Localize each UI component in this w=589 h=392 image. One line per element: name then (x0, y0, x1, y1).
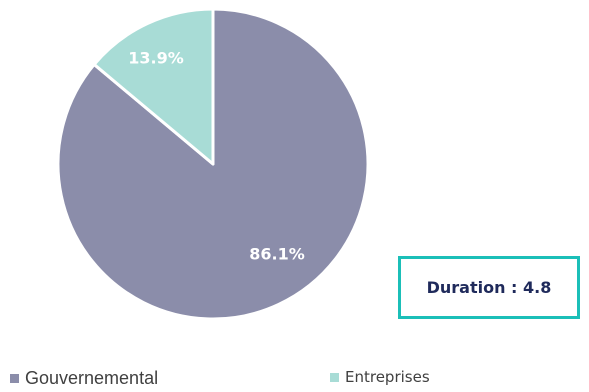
slice-label-gouvernemental: 86.1% (249, 245, 305, 264)
legend-label-gouvernemental: Gouvernemental (25, 368, 159, 388)
duration-separator: : (505, 278, 524, 297)
legend-label-entreprises: Entreprises (345, 368, 430, 386)
pie-slice-entreprises (92, 7, 215, 166)
legend-swatch-entreprises (330, 372, 339, 382)
legend-item-entreprises: Entreprises (330, 368, 430, 386)
legend-swatch-gouvernemental (10, 374, 19, 383)
duration-label: Duration (426, 278, 506, 297)
slice-label-entreprises: 13.9% (128, 49, 184, 68)
duration-box: Duration : 4.8 (398, 256, 580, 319)
duration-value: 4.8 (523, 278, 552, 297)
legend-item-gouvernemental: Gouvernemental (10, 368, 158, 389)
